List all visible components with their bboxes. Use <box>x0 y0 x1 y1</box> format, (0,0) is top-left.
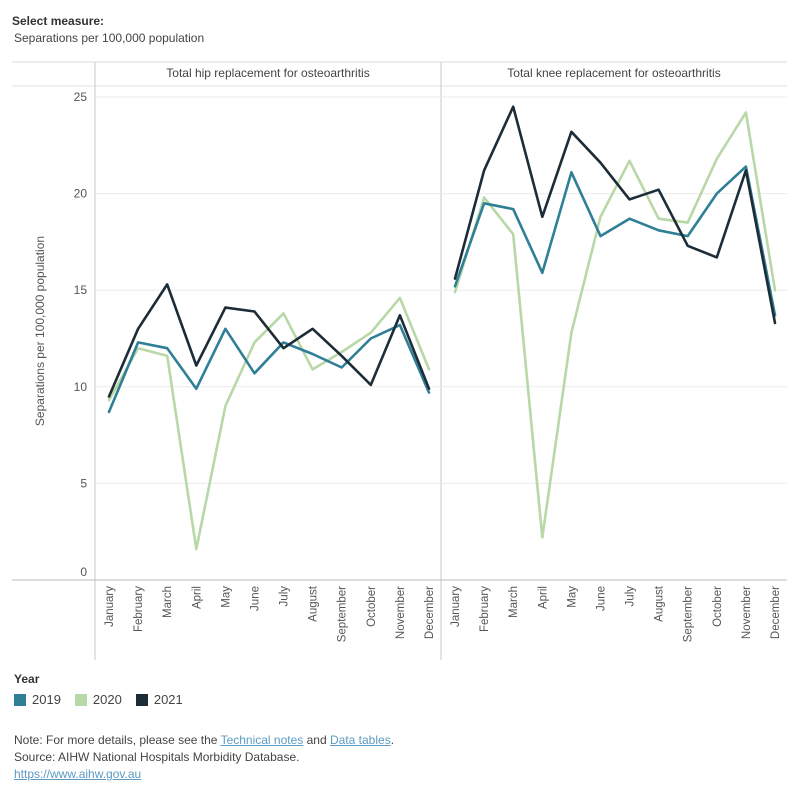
x-tick-label: July <box>625 586 637 607</box>
measure-label: Select measure: <box>12 14 105 28</box>
series-line-2020 <box>453 111 777 539</box>
legend-title: Year <box>14 672 40 686</box>
y-tick-label: 5 <box>80 476 87 490</box>
x-tick-label: November <box>395 586 407 639</box>
x-tick-label: August <box>654 585 666 622</box>
legend-label-2021: 2021 <box>153 692 183 707</box>
x-tick-label: June <box>249 586 261 611</box>
x-tick-label: April <box>191 586 203 609</box>
legend-item-2021[interactable]: 2021 <box>135 692 183 707</box>
x-tick-label: May <box>566 586 578 608</box>
x-tick-label: April <box>537 586 549 609</box>
technical-notes-link[interactable]: Technical notes <box>220 733 304 747</box>
x-tick-label: February <box>133 586 145 632</box>
x-tick-label: January <box>104 586 116 627</box>
legend-label-2020: 2020 <box>92 692 122 707</box>
footer: Note: For more details, please see the T… <box>14 732 394 783</box>
series-line-2020 <box>107 296 431 551</box>
x-tick-label: September <box>337 586 349 642</box>
x-tick-label: March <box>508 586 520 618</box>
series-line-2019 <box>453 165 777 317</box>
y-tick-label: 25 <box>74 90 88 104</box>
legend-swatch-2019 <box>14 693 26 706</box>
x-tick-label: March <box>162 586 174 618</box>
legend-label-2019: 2019 <box>32 692 61 707</box>
x-tick-label: September <box>683 586 695 642</box>
y-tick-label: 0 <box>80 565 87 579</box>
panel-title: Total knee replacement for osteoarthriti… <box>507 66 720 80</box>
series-line-2021 <box>107 283 431 398</box>
legend: Year 2019 2020 2021 <box>14 672 197 707</box>
x-tick-label: July <box>279 586 291 607</box>
x-tick-label: August <box>308 585 320 622</box>
x-tick-label: October <box>712 586 724 627</box>
y-tick-label: 15 <box>74 283 88 297</box>
x-tick-label: October <box>366 586 378 627</box>
y-tick-label: 20 <box>74 187 88 201</box>
x-tick-label: December <box>424 586 436 639</box>
series-line-2021 <box>453 105 777 325</box>
x-tick-label: November <box>741 586 753 639</box>
footer-note: Note: For more details, please see the T… <box>14 733 395 747</box>
data-tables-link[interactable]: Data tables <box>329 733 391 747</box>
legend-swatch-2021 <box>135 693 148 706</box>
y-tick-label: 10 <box>74 380 88 394</box>
panel-title: Total hip replacement for osteoarthritis <box>166 66 369 80</box>
footer-source: Source: AIHW National Hospitals Morbidit… <box>14 750 300 764</box>
aihw-link[interactable]: https://www.aihw.gov.au <box>14 767 142 781</box>
legend-swatch-2020 <box>74 693 87 706</box>
legend-item-2020[interactable]: 2020 <box>74 692 122 707</box>
x-tick-label: February <box>479 586 491 632</box>
x-tick-label: May <box>220 586 232 608</box>
series-line-2019 <box>107 323 431 414</box>
measure-select[interactable]: Separations per 100,000 population <box>14 31 205 45</box>
legend-item-2019[interactable]: 2019 <box>14 692 61 707</box>
x-tick-label: January <box>450 586 462 627</box>
y-axis-label: Separations per 100,000 population <box>33 236 47 426</box>
x-tick-label: December <box>770 586 782 639</box>
x-tick-label: June <box>595 586 607 611</box>
